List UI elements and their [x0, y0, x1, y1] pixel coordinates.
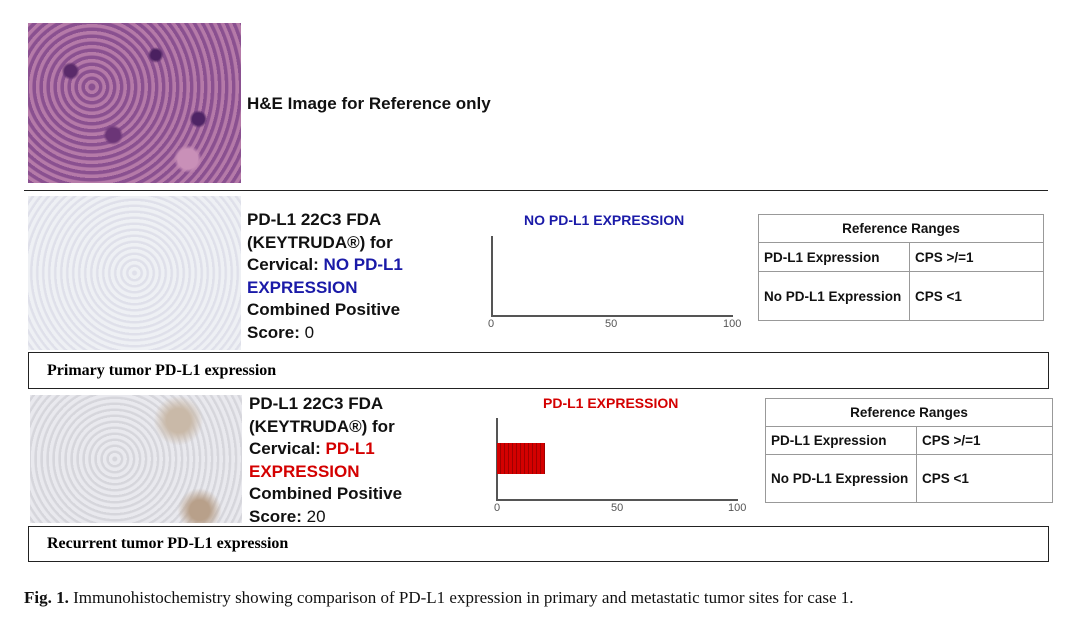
x-tick-label: 100 — [728, 502, 747, 514]
score-label: Combined Positive Score: — [247, 300, 401, 342]
reference-ranges-table: Reference Ranges PD-L1 Expression CPS >/=… — [765, 398, 1053, 503]
table-cell: No PD-L1 Expression — [758, 271, 910, 321]
score-label: Combined Positive Score: — [249, 484, 403, 526]
divider — [24, 190, 1048, 191]
table-cell: PD-L1 Expression — [765, 426, 917, 455]
figure-caption: Fig. 1. Immunohistochemistry showing com… — [24, 588, 854, 608]
table-cell: CPS >/=1 — [909, 242, 1044, 272]
score-value: 0 — [304, 322, 315, 342]
x-axis — [496, 499, 738, 501]
table-cell: No PD-L1 Expression — [765, 454, 917, 503]
recurrent-caption: Recurrent tumor PD-L1 expression — [28, 526, 1049, 562]
table-cell: CPS <1 — [909, 271, 1044, 321]
table-cell: PD-L1 Expression — [758, 242, 910, 272]
chart-title: PD-L1 EXPRESSION — [543, 395, 679, 411]
he-reference-label: H&E Image for Reference only — [247, 94, 491, 113]
reference-ranges-table: Reference Ranges PD-L1 Expression CPS >/=… — [758, 214, 1044, 321]
recurrent-description: PD-L1 22C3 FDA (KEYTRUDA®) for Cervical:… — [249, 393, 449, 528]
description-prefix: PD-L1 22C3 FDA (KEYTRUDA®) for Cervical: — [249, 394, 395, 458]
description-prefix: PD-L1 22C3 FDA (KEYTRUDA®) for Cervical: — [247, 210, 393, 274]
x-tick-label: 100 — [723, 318, 742, 330]
he-stain-image — [28, 23, 241, 183]
status-text: NO PD-L1 EXPRESSION — [247, 255, 403, 297]
primary-description: PD-L1 22C3 FDA (KEYTRUDA®) for Cervical:… — [247, 209, 447, 344]
primary-ihc-image — [28, 196, 241, 350]
score-value: 20 — [306, 506, 326, 526]
table-cell: CPS >/=1 — [916, 426, 1053, 455]
chart-title: NO PD-L1 EXPRESSION — [524, 212, 685, 228]
table-header: Reference Ranges — [765, 398, 1053, 427]
x-tick-label: 0 — [494, 502, 501, 514]
x-axis — [491, 315, 733, 317]
x-tick-label: 50 — [611, 502, 624, 514]
cps-bar — [497, 442, 546, 474]
figure-label: Fig. 1. — [24, 588, 69, 607]
x-tick-label: 50 — [605, 318, 618, 330]
y-axis — [491, 236, 493, 317]
status-text: PD-L1 EXPRESSION — [249, 439, 375, 481]
table-cell: CPS <1 — [916, 454, 1053, 503]
table-header: Reference Ranges — [758, 214, 1044, 243]
figure-caption-text: Immunohistochemistry showing comparison … — [68, 588, 854, 607]
x-tick-label: 0 — [488, 318, 495, 330]
recurrent-ihc-image — [30, 395, 242, 523]
primary-caption: Primary tumor PD-L1 expression — [28, 352, 1049, 389]
